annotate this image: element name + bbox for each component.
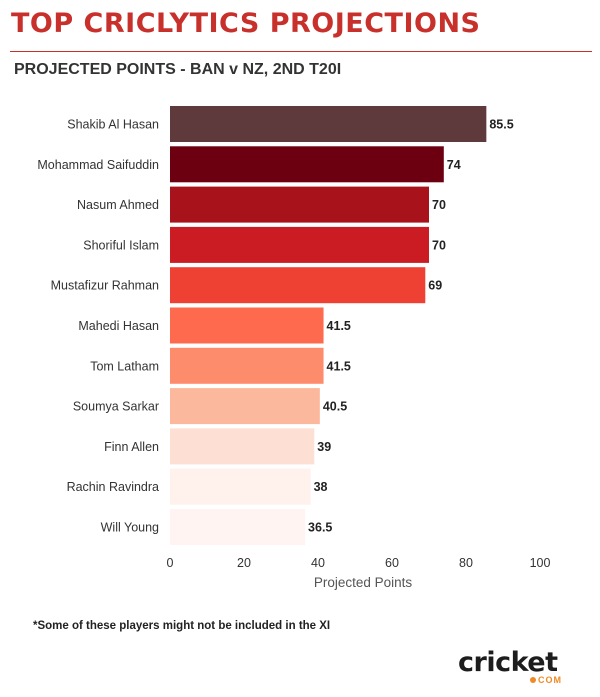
data-label: 74 bbox=[447, 158, 461, 172]
bar-shoriful-islam bbox=[170, 226, 429, 263]
projected-points-bar-chart: Shakib Al Hasan Mohammad Saifuddin Nasum A… bbox=[37, 106, 551, 590]
bar-nasum-ahmed bbox=[170, 186, 429, 223]
bars-group bbox=[170, 106, 487, 545]
y-tick-label: Nasum Ahmed bbox=[77, 198, 159, 212]
data-label: 70 bbox=[432, 238, 446, 252]
logo-wordmark: cricket bbox=[458, 647, 558, 678]
bar-mustafizur-rahman bbox=[170, 267, 426, 304]
x-tick-label: 40 bbox=[311, 556, 325, 570]
x-tick-label: 20 bbox=[237, 556, 251, 570]
x-tick-label: 0 bbox=[167, 556, 174, 570]
y-tick-label: Mohammad Saifuddin bbox=[37, 158, 159, 172]
bar-mohammad-saifuddin bbox=[170, 146, 444, 183]
bar-rachin-ravindra bbox=[170, 468, 311, 505]
footnote: *Some of these players might not be incl… bbox=[33, 620, 331, 632]
data-label: 85.5 bbox=[489, 118, 513, 132]
x-tick-label: 100 bbox=[530, 556, 551, 570]
data-label: 38 bbox=[314, 480, 328, 494]
data-label: 40.5 bbox=[323, 400, 347, 414]
data-label: 69 bbox=[428, 279, 442, 293]
bar-tom-latham bbox=[170, 347, 324, 384]
chart-subtitle: PROJECTED POINTS - BAN v NZ, 2ND T20I bbox=[14, 61, 342, 78]
y-tick-label: Mahedi Hasan bbox=[78, 319, 159, 333]
logo-dot-icon bbox=[530, 677, 536, 683]
logo-domain: COM bbox=[538, 675, 562, 685]
x-tick-label: 60 bbox=[385, 556, 399, 570]
y-tick-label: Tom Latham bbox=[90, 359, 159, 373]
data-label: 70 bbox=[432, 198, 446, 212]
y-axis-labels: Shakib Al Hasan Mohammad Saifuddin Nasum A… bbox=[37, 118, 159, 535]
bar-will-young bbox=[170, 509, 306, 545]
bar-soumya-sarkar bbox=[170, 388, 320, 425]
data-label: 36.5 bbox=[308, 521, 332, 535]
y-tick-label: Finn Allen bbox=[104, 440, 159, 454]
x-tick-label: 80 bbox=[459, 556, 473, 570]
data-label: 41.5 bbox=[327, 359, 351, 373]
bar-shakib-al-hasan bbox=[170, 106, 487, 142]
bar-mahedi-hasan bbox=[170, 307, 324, 344]
y-tick-label: Soumya Sarkar bbox=[73, 400, 159, 414]
title-divider bbox=[10, 51, 592, 52]
y-tick-label: Shakib Al Hasan bbox=[67, 118, 159, 132]
data-label: 39 bbox=[317, 440, 331, 454]
x-axis-title: Projected Points bbox=[314, 575, 413, 590]
cricket-com-logo: cricket COM bbox=[458, 648, 578, 686]
page-title: TOP CRICLYTICS PROJECTIONS bbox=[11, 8, 481, 39]
y-tick-label: Will Young bbox=[101, 521, 159, 535]
y-tick-label: Shoriful Islam bbox=[83, 238, 159, 252]
y-tick-label: Mustafizur Rahman bbox=[51, 279, 159, 293]
bar-finn-allen bbox=[170, 428, 315, 465]
value-labels: 85.5 74 70 70 69 41.5 41.5 40.5 39 38 36.5 bbox=[308, 118, 514, 535]
data-label: 41.5 bbox=[327, 319, 351, 333]
y-tick-label: Rachin Ravindra bbox=[67, 480, 159, 494]
x-axis-ticks: 0 20 40 60 80 100 bbox=[167, 556, 551, 570]
